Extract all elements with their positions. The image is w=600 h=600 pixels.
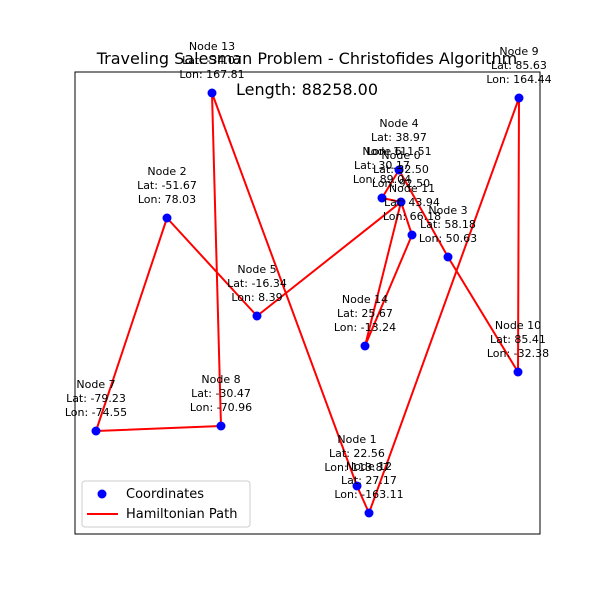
node-name-12: Node 12 <box>346 460 392 473</box>
node-lon-10: Lon: -32.38 <box>487 347 549 360</box>
node-lon-11: Lon: 66.18 <box>383 210 441 223</box>
node-lon-2: Lon: 78.03 <box>138 193 196 206</box>
node-lat-7: Lat: -79.23 <box>66 392 126 405</box>
node-lon-13: Lon: 167.81 <box>179 68 244 81</box>
node-name-11: Node 11 <box>389 182 435 195</box>
node-name-6: Node 6 <box>362 145 401 158</box>
point-node-3 <box>444 253 453 262</box>
node-name-9: Node 9 <box>499 45 538 58</box>
node-lat-4: Lat: 38.97 <box>371 131 427 144</box>
node-lat-11: Lat: 43.94 <box>384 196 440 209</box>
chart-title: Traveling Salesman Problem - Christofide… <box>96 49 518 68</box>
node-lon-9: Lon: 164.44 <box>486 73 551 86</box>
coordinate-points <box>92 89 524 518</box>
node-name-7: Node 7 <box>76 378 115 391</box>
node-name-2: Node 2 <box>147 165 186 178</box>
node-lat-13: Lat: -34.07 <box>182 54 242 67</box>
node-name-5: Node 5 <box>237 263 276 276</box>
node-lat-1: Lat: 22.56 <box>329 447 385 460</box>
point-node-12 <box>365 509 374 518</box>
chart-subtitle: Length: 88258.00 <box>236 80 378 99</box>
node-name-14: Node 14 <box>342 293 388 306</box>
hamiltonian-path <box>96 93 519 513</box>
node-lat-12: Lat: 27.17 <box>341 474 397 487</box>
point-node-7 <box>92 427 101 436</box>
node-lat-6: Lat: 30.17 <box>354 159 410 172</box>
point-node-2 <box>163 214 172 223</box>
legend-label-path: Hamiltonian Path <box>126 507 237 522</box>
node-lon-8: Lon: -70.96 <box>190 401 252 414</box>
point-node-9 <box>515 94 524 103</box>
node-name-13: Node 13 <box>189 40 235 53</box>
node-lat-9: Lat: 85.63 <box>491 59 547 72</box>
node-lon-12: Lon: -163.11 <box>334 488 403 501</box>
point-node-14 <box>361 342 370 351</box>
node-lon-3: Lon: 50.63 <box>419 232 477 245</box>
point-node-8 <box>217 422 226 431</box>
node-name-4: Node 4 <box>379 117 418 130</box>
node-lat-14: Lat: 25.67 <box>337 307 393 320</box>
node-lat-2: Lat: -51.67 <box>137 179 197 192</box>
node-name-8: Node 8 <box>201 373 240 386</box>
node-name-1: Node 1 <box>337 433 376 446</box>
point-node-11 <box>408 231 417 240</box>
legend-marker-coordinates <box>98 490 107 499</box>
node-lon-14: Lon: -13.24 <box>334 321 396 334</box>
legend: Coordinates Hamiltonian Path <box>82 481 250 527</box>
point-node-10 <box>514 368 523 377</box>
node-lat-5: Lat: -16.34 <box>227 277 287 290</box>
node-lat-8: Lat: -30.47 <box>191 387 251 400</box>
node-lon-5: Lon: 8.39 <box>231 291 282 304</box>
node-lat-10: Lat: 85.41 <box>490 333 546 346</box>
point-node-13 <box>208 89 217 98</box>
point-node-5 <box>253 312 262 321</box>
node-lon-7: Lon: -74.55 <box>65 406 127 419</box>
node-name-10: Node 10 <box>495 319 541 332</box>
legend-label-coordinates: Coordinates <box>126 487 204 502</box>
path-line <box>96 93 519 513</box>
plot-frame <box>75 72 540 534</box>
